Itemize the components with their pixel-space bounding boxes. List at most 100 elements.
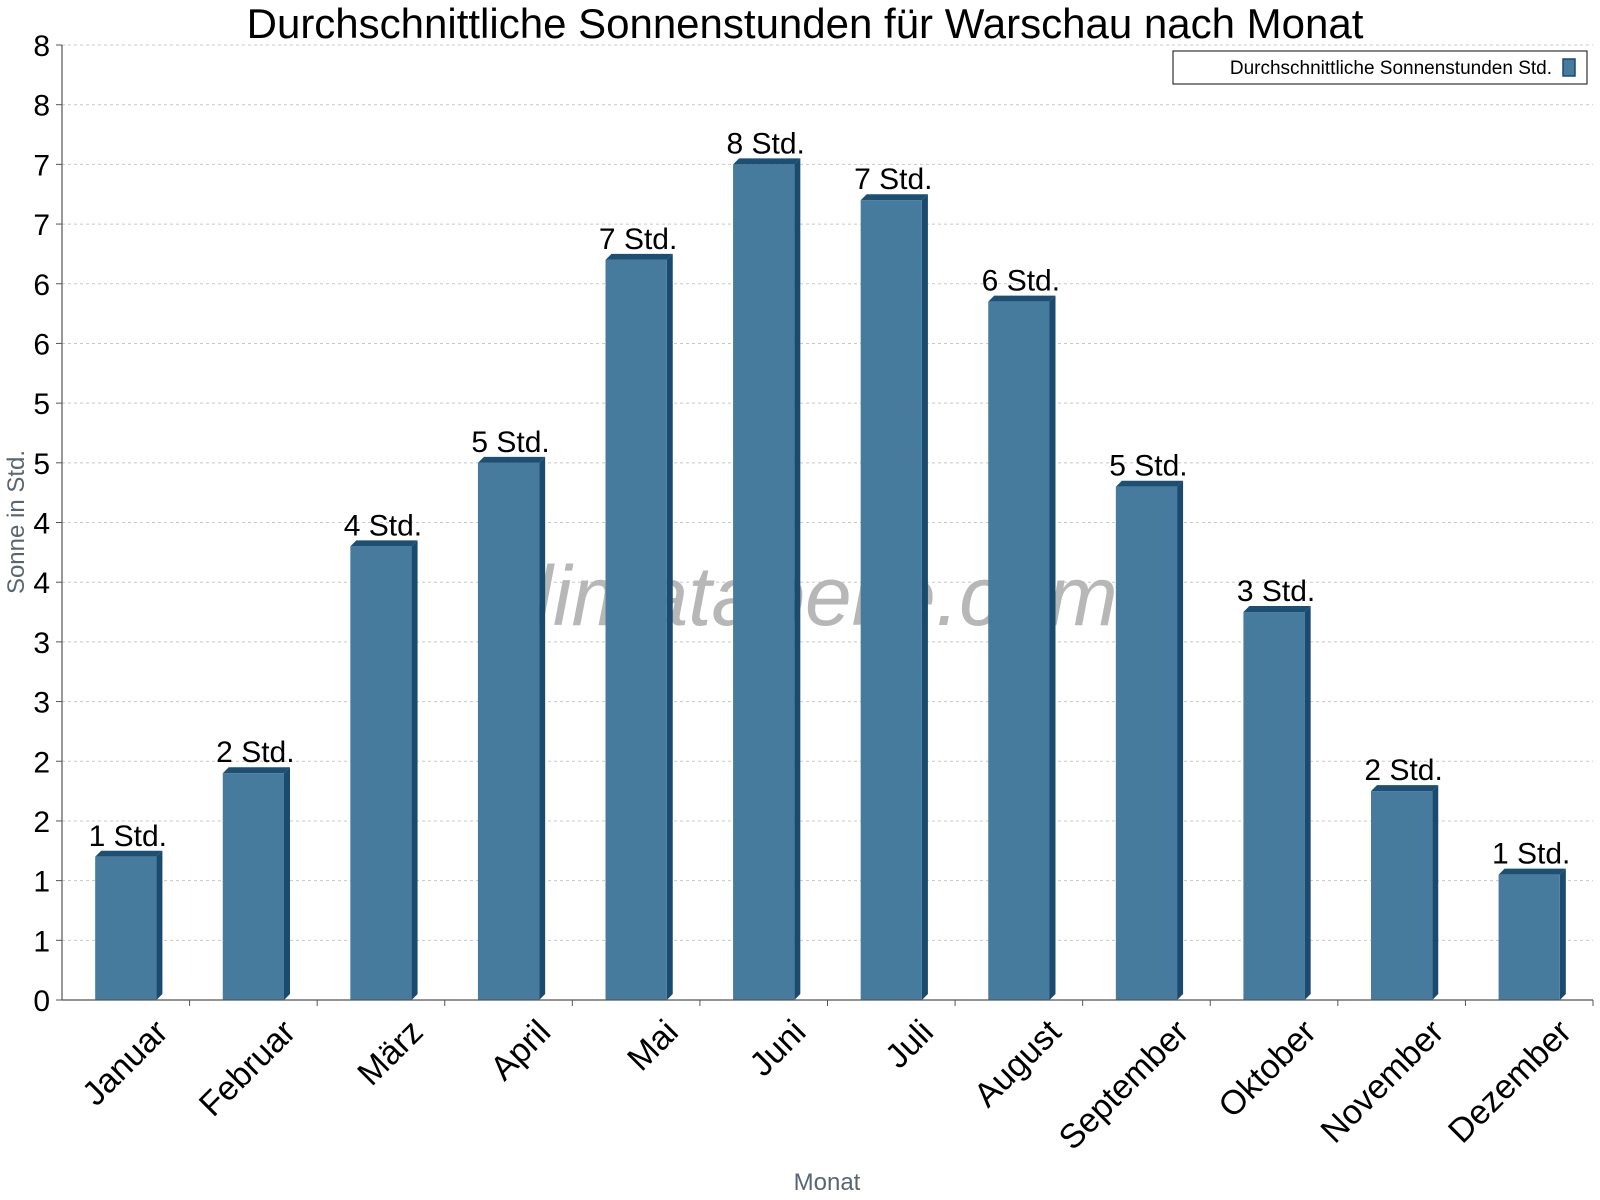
bar-side [1304,606,1311,1000]
y-tick-label: 3 [33,687,50,720]
bar-september [1115,480,1184,1000]
bar-top [222,767,290,774]
bar-juni [733,158,801,1000]
x-tick-label: September [1052,1013,1196,1157]
bar-märz [350,540,418,1000]
bar-top [1243,606,1311,613]
y-tick-label: 2 [33,746,50,779]
bar-value-label: 1 Std. [89,820,167,853]
bar-top [1498,868,1566,875]
x-tick-label: Juni [742,1013,813,1084]
bar-side [794,158,801,1000]
bar-november [1371,785,1439,1000]
bar-top [95,850,163,857]
x-tick-label: Dezember [1441,1013,1579,1151]
grid-lines [62,44,1593,941]
bar-value-label: 5 Std. [1109,450,1187,483]
y-tick-label: 8 [33,30,50,63]
bar-side [666,253,673,1000]
y-tick-label: 6 [33,328,50,361]
bar-value-label: 3 Std. [1237,575,1315,608]
y-axis-label: Sonne in Std. [3,450,30,594]
bar-labels: 1 Std. 2 Std. 4 Std. 5 Std. 7 Std. 8 Std. 7 St… [89,127,1571,870]
bar-front [1498,874,1560,1000]
bar-juli [860,194,928,1000]
y-tick-label: 1 [33,925,50,958]
bar-februar [222,767,290,1000]
legend-box [1172,50,1588,85]
bar-value-label: 1 Std. [1492,838,1570,871]
bar-front [1115,486,1178,1000]
bar-value-label: 5 Std. [471,426,549,459]
bar-top [733,158,801,165]
bar-top [350,540,418,547]
bar-side [539,456,546,1000]
y-tick-label: 3 [33,627,50,660]
y-tick-label: 0 [33,985,50,1018]
x-axis-ticks: Januar Februar März April Mai Juni Juli AugustS… [75,1000,1594,1157]
bar-top [1115,480,1184,487]
bar-front [1371,791,1433,1000]
bar-top [477,456,546,463]
bar-value-label: 7 Std. [854,163,932,196]
chart-title: Durchschnittliche Sonnenstunden für Wars… [247,0,1364,47]
bar-top [1371,785,1439,792]
legend-swatch [1562,58,1576,77]
x-tick-label: August [967,1012,1069,1114]
x-tick-label: März [350,1013,430,1093]
x-tick-label: Mai [620,1013,686,1079]
bar-front [860,200,922,1000]
bar-top [605,253,673,260]
y-tick-label: 5 [33,448,50,481]
bar-front [477,462,540,1000]
y-tick-label: 6 [33,269,50,302]
bar-front [350,546,412,1000]
bar-side [156,850,163,1000]
bar-front [733,164,795,1000]
bar-value-label: 2 Std. [1364,754,1442,787]
bar-august [988,295,1056,1000]
bar-mai [605,253,673,1000]
bar-side [921,194,928,1000]
x-tick-label: April [483,1013,558,1088]
bar-januar [95,850,163,1000]
bar-front [988,301,1050,1000]
x-axis-label: Monat [794,1169,861,1196]
bar-top [988,295,1056,302]
bar-dezember [1498,868,1566,1000]
bar-value-label: 4 Std. [344,509,422,542]
y-tick-label: 8 [33,90,50,123]
y-tick-label: 7 [33,149,50,182]
bar-front [222,773,284,1000]
x-tick-label: Januar [75,1013,175,1113]
y-tick-label: 2 [33,806,50,839]
y-tick-label: 5 [33,388,50,421]
bar-front [95,856,157,1000]
x-tick-label: Februar [192,1013,303,1124]
legend: Durchschnittliche Sonnenstunden Std. [1172,50,1588,85]
bar-side [1049,295,1056,1000]
y-tick-label: 7 [33,209,50,242]
bar-side [1177,480,1184,1000]
bar-side [283,767,290,1000]
bar-side [411,540,418,1000]
bar-top [860,194,928,201]
bar-oktober [1243,606,1311,1000]
bar-front [1243,612,1305,1000]
x-tick-label: November [1314,1013,1452,1151]
bar-value-label: 8 Std. [727,127,805,160]
bar-side [1432,785,1439,1000]
y-tick-label: 4 [33,567,50,600]
bar-side [1559,868,1566,1000]
bar-value-label: 2 Std. [216,736,294,769]
bar-front [605,259,667,1000]
x-tick-label: Juli [878,1013,941,1076]
legend-label: Durchschnittliche Sonnenstunden Std. [1230,58,1552,79]
bars [95,158,1566,1000]
y-tick-label: 4 [33,508,50,541]
bar-value-label: 6 Std. [982,265,1060,298]
bar-value-label: 7 Std. [599,223,677,256]
bar-april [477,456,546,1000]
x-tick-label: Oktober [1211,1013,1323,1125]
